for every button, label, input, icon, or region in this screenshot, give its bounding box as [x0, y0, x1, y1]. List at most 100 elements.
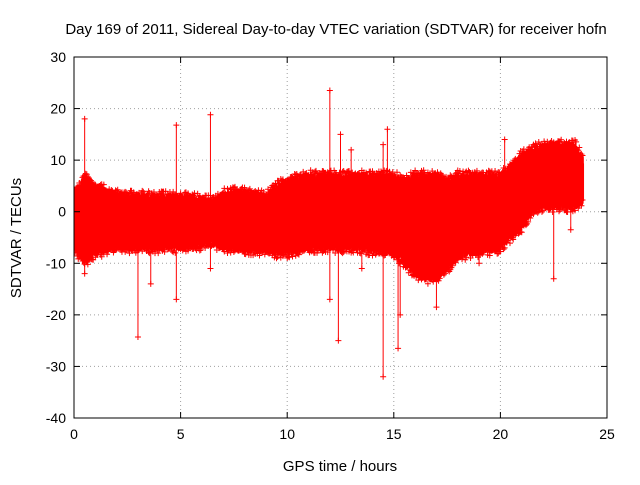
- data-point: [340, 248, 347, 255]
- data-point: [414, 271, 421, 278]
- y-tick-label: 20: [50, 101, 66, 117]
- data-point-outlier: [335, 337, 342, 344]
- data-point: [155, 250, 162, 257]
- data-point: [256, 252, 263, 259]
- data-point: [500, 246, 507, 253]
- data-point: [393, 169, 400, 176]
- data-point: [257, 190, 264, 197]
- data-point: [270, 248, 277, 255]
- data-point-outlier: [348, 146, 355, 153]
- data-point: [486, 252, 493, 259]
- data-point: [549, 208, 556, 215]
- data-point: [532, 205, 539, 212]
- y-tick-label: -30: [46, 358, 66, 374]
- data-point: [78, 178, 85, 185]
- data-point: [273, 185, 280, 192]
- data-point: [162, 188, 169, 195]
- data-point: [406, 266, 413, 273]
- data-point: [261, 251, 268, 258]
- data-point: [450, 176, 457, 183]
- data-point: [444, 179, 451, 186]
- data-point: [524, 151, 531, 158]
- data-point: [309, 246, 316, 253]
- data-point-outlier: [173, 296, 180, 303]
- data-point-outlier: [380, 373, 387, 380]
- data-point: [260, 189, 267, 196]
- data-point: [364, 171, 371, 178]
- data-point: [96, 247, 103, 254]
- data-point: [100, 181, 107, 188]
- data-point: [227, 249, 234, 256]
- data-point: [579, 152, 586, 159]
- data-point: [146, 250, 153, 257]
- data-point: [353, 173, 360, 180]
- data-point-outlier: [397, 311, 404, 318]
- data-point: [395, 175, 402, 182]
- x-tick-label: 25: [599, 426, 615, 442]
- data-point: [466, 169, 473, 176]
- data-point: [518, 152, 525, 159]
- data-point: [449, 262, 456, 269]
- data-point: [267, 190, 274, 197]
- data-point: [445, 175, 452, 182]
- data-point-outlier: [173, 122, 180, 129]
- data-point: [438, 171, 445, 178]
- data-point: [260, 245, 267, 252]
- x-tick-label: 20: [493, 426, 509, 442]
- data-point: [409, 171, 416, 178]
- data-point: [89, 178, 96, 185]
- data-point-outlier: [550, 275, 557, 282]
- data-point: [525, 218, 532, 225]
- data-point: [576, 144, 583, 151]
- data-point: [436, 275, 443, 282]
- x-tick-label: 0: [70, 426, 78, 442]
- data-point: [88, 177, 95, 184]
- data-point: [180, 195, 187, 202]
- data-point: [84, 173, 91, 180]
- data-point: [534, 209, 541, 216]
- data-point: [578, 202, 585, 209]
- data-point: [316, 243, 323, 250]
- data-point-outlier: [337, 131, 344, 138]
- data-point: [226, 191, 233, 198]
- data-point: [140, 188, 147, 195]
- data-point: [169, 247, 176, 254]
- data-point: [221, 248, 228, 255]
- data-point: [497, 248, 504, 255]
- data-point: [285, 177, 292, 184]
- data-point: [153, 245, 160, 252]
- data-point: [197, 246, 204, 253]
- data-point: [460, 253, 467, 260]
- y-tick-label: 10: [50, 152, 66, 168]
- data-point: [289, 253, 296, 260]
- data-point: [282, 248, 289, 255]
- data-point: [302, 170, 309, 177]
- data-point: [564, 208, 571, 215]
- data-point: [462, 256, 469, 263]
- data-point: [579, 196, 586, 203]
- data-point: [536, 203, 543, 210]
- data-point: [188, 195, 195, 202]
- data-point-outlier: [501, 136, 508, 143]
- plot-frame: [73, 56, 608, 419]
- data-point: [286, 178, 293, 185]
- data-point: [424, 169, 431, 176]
- data-point: [123, 189, 130, 196]
- data-point: [535, 139, 542, 146]
- data-point-outlier: [207, 111, 214, 118]
- data-point: [332, 250, 339, 257]
- data-point: [515, 155, 522, 162]
- data-point: [275, 247, 282, 254]
- data-point: [114, 186, 121, 193]
- data-point-outlier: [147, 280, 154, 287]
- data-point: [211, 241, 218, 248]
- data-point: [540, 207, 547, 214]
- data-point: [154, 192, 161, 199]
- y-tick-label: -20: [46, 307, 66, 323]
- data-point: [344, 243, 351, 250]
- data-point: [84, 261, 91, 268]
- data-point: [246, 185, 253, 192]
- data-point: [456, 252, 463, 259]
- data-point: [554, 201, 561, 208]
